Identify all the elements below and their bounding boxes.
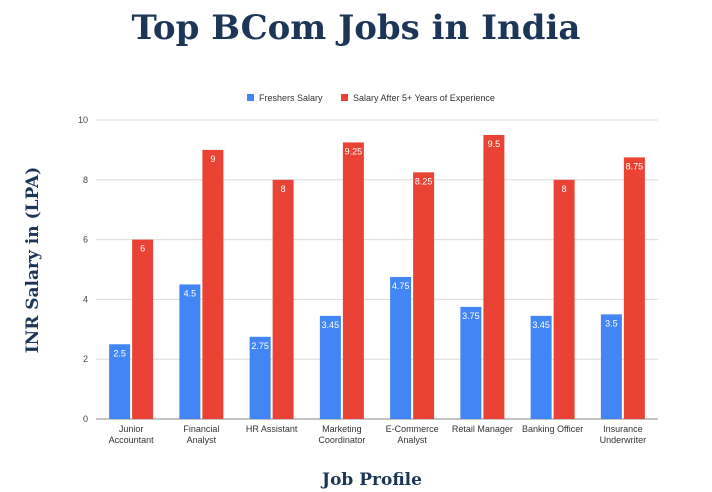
- x-tick-label: Financial: [183, 424, 219, 434]
- y-tick-label: 8: [83, 175, 88, 185]
- x-tick-label: Accountant: [109, 435, 155, 445]
- bar-experienced: [342, 142, 364, 420]
- y-tick-label: 10: [78, 115, 88, 125]
- bar-value-label: 4.5: [184, 288, 197, 298]
- bar-value-label: 6: [140, 244, 145, 254]
- x-tick-label: Retail Manager: [452, 424, 513, 434]
- bars: 2.5 6 4.5 9 2.75 8 3.45 9.25 4.75 8.25 3.75 9.5 3.45…: [109, 134, 645, 420]
- x-tick-label: Coordinator: [318, 435, 365, 445]
- bar-value-label: 3.45: [322, 320, 340, 330]
- y-tick-label: 2: [83, 354, 88, 364]
- bar-freshers: [319, 315, 341, 419]
- bar-experienced: [483, 134, 505, 419]
- bar-value-label: 9.25: [345, 146, 363, 156]
- bar-value-label: 9: [210, 154, 215, 164]
- bar-value-label: 8: [562, 184, 567, 194]
- x-axis-title: Job Profile: [320, 470, 422, 490]
- legend: Freshers Salary Salary After 5+ Years of …: [247, 93, 495, 103]
- x-tick-label: Marketing: [322, 424, 362, 434]
- bar-value-label: 2.5: [113, 348, 126, 358]
- bar-value-label: 3.75: [462, 311, 480, 321]
- bar-freshers: [460, 306, 482, 419]
- bar-value-label: 3.45: [532, 320, 550, 330]
- bar-freshers: [390, 276, 412, 419]
- bar-freshers: [179, 284, 201, 419]
- x-tick-label: Analyst: [397, 435, 427, 445]
- bar-value-label: 8.25: [415, 176, 433, 186]
- x-tick-label: E-Commerce: [386, 424, 439, 434]
- bar-experienced: [623, 157, 645, 419]
- bar-freshers: [109, 344, 131, 419]
- bar-freshers: [600, 314, 622, 419]
- legend-label: Salary After 5+ Years of Experience: [353, 93, 495, 103]
- bar-freshers: [530, 315, 552, 419]
- bar-freshers: [249, 336, 271, 419]
- bar-experienced: [272, 179, 294, 419]
- x-tick-label: Underwriter: [600, 435, 647, 445]
- bar-experienced: [413, 172, 435, 419]
- bar-value-label: 3.5: [605, 318, 618, 328]
- bar-value-label: 9.5: [488, 139, 501, 149]
- x-tick-label: Insurance: [603, 424, 643, 434]
- bar-experienced: [132, 239, 154, 419]
- bar-experienced: [202, 149, 224, 419]
- x-tick-label: HR Assistant: [246, 424, 298, 434]
- bar-value-label: 4.75: [392, 281, 410, 291]
- bar-value-label: 8.75: [626, 161, 644, 171]
- y-tick-label: 6: [83, 235, 88, 245]
- bar-experienced: [553, 179, 575, 419]
- bar-value-label: 8: [281, 184, 286, 194]
- y-tick-label: 0: [83, 414, 88, 424]
- chart-title: Top BCom Jobs in India: [131, 8, 581, 48]
- legend-swatch: [341, 94, 348, 101]
- y-axis-ticks: 0 2 4 6 8 10: [78, 115, 88, 424]
- x-tick-label: Junior: [119, 424, 144, 434]
- legend-swatch: [247, 94, 254, 101]
- x-tick-label: Analyst: [187, 435, 217, 445]
- legend-label: Freshers Salary: [259, 93, 323, 103]
- y-tick-label: 4: [83, 294, 88, 304]
- x-tick-label: Banking Officer: [522, 424, 583, 434]
- bar-value-label: 2.75: [251, 341, 269, 351]
- y-axis-title: INR Salary in (LPA): [23, 167, 43, 354]
